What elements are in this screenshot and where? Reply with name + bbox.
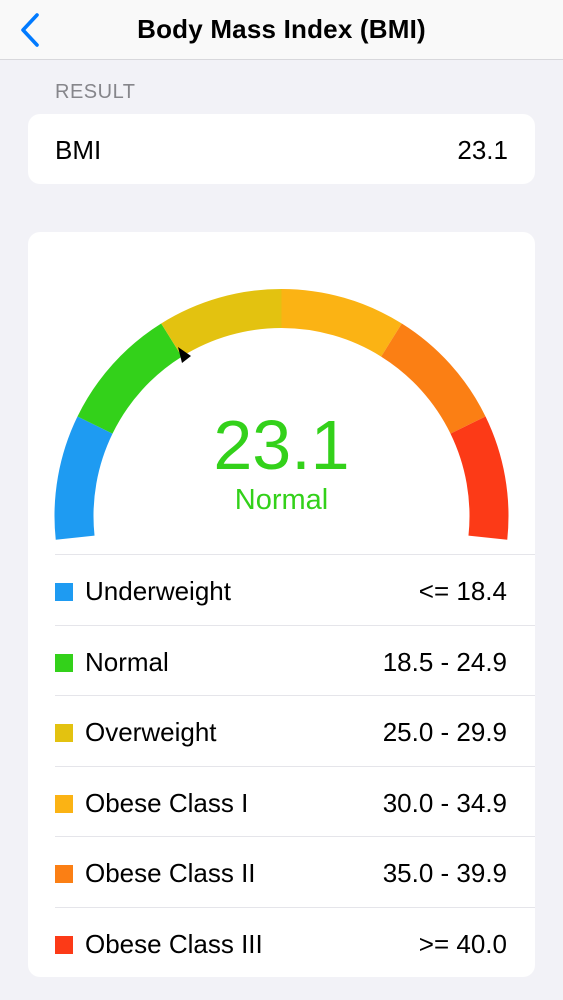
legend-name: Overweight — [85, 717, 217, 747]
legend-range: >= 40.0 — [418, 928, 507, 959]
legend-range: <= 18.4 — [418, 576, 507, 606]
bmi-label: BMI — [55, 135, 102, 165]
back-button[interactable] — [10, 8, 50, 52]
triangle-pointer-icon — [178, 347, 191, 363]
gauge-segment-overweight — [161, 289, 282, 357]
gauge-category: Normal — [234, 484, 329, 516]
gauge-segment-underweight — [54, 416, 113, 540]
legend-range: 35.0 - 39.9 — [382, 858, 507, 888]
result-section-label: RESULT — [55, 81, 136, 103]
legend-name: Underweight — [85, 576, 231, 606]
legend-row-obese-class-3: Obese Class III >= 40.0 — [55, 906, 535, 978]
obese-class-1-swatch — [55, 794, 73, 813]
legend-range: 30.0 - 34.9 — [382, 787, 507, 818]
bmi-gauge — [54, 289, 509, 540]
normal-swatch — [55, 653, 73, 672]
legend-name: Obese Class II — [85, 858, 256, 888]
gauge-segment-normal — [77, 323, 182, 434]
gauge-segment-obese-class-i — [281, 289, 402, 357]
legend-row-obese-class-1: Obese Class I 30.0 - 34.9 — [55, 765, 535, 837]
chevron-left-icon — [21, 13, 39, 47]
navigation-bar: Body Mass Index (BMI) — [0, 0, 563, 60]
overweight-swatch — [55, 724, 73, 742]
gauge-card: 23.1 Normal Underweight <= 18.4 Normal 1… — [28, 232, 535, 977]
legend-name: Obese Class I — [85, 787, 249, 818]
page-title: Body Mass Index (BMI) — [137, 14, 426, 44]
legend-row-underweight: Underweight <= 18.4 — [55, 554, 535, 625]
gauge-segment-obese-class-iii — [450, 416, 509, 540]
gauge-segment-obese-class-ii — [381, 323, 486, 434]
legend-list: Underweight <= 18.4 Normal 18.5 - 24.9 O… — [55, 554, 535, 977]
result-card: BMI 23.1 — [28, 114, 535, 184]
legend-range: 18.5 - 24.9 — [382, 646, 507, 677]
legend-row-normal: Normal 18.5 - 24.9 — [55, 624, 535, 696]
legend-name: Normal — [85, 646, 169, 677]
underweight-swatch — [55, 583, 73, 601]
obese-class-2-swatch — [55, 865, 73, 883]
legend-range: 25.0 - 29.9 — [382, 717, 507, 747]
legend-row-obese-class-2: Obese Class II 35.0 - 39.9 — [55, 836, 535, 907]
legend-name: Obese Class III — [85, 928, 263, 959]
bmi-value: 23.1 — [457, 135, 508, 165]
legend-row-overweight: Overweight 25.0 - 29.9 — [55, 695, 535, 766]
gauge-value: 23.1 — [213, 406, 350, 484]
obese-class-3-swatch — [55, 935, 73, 954]
